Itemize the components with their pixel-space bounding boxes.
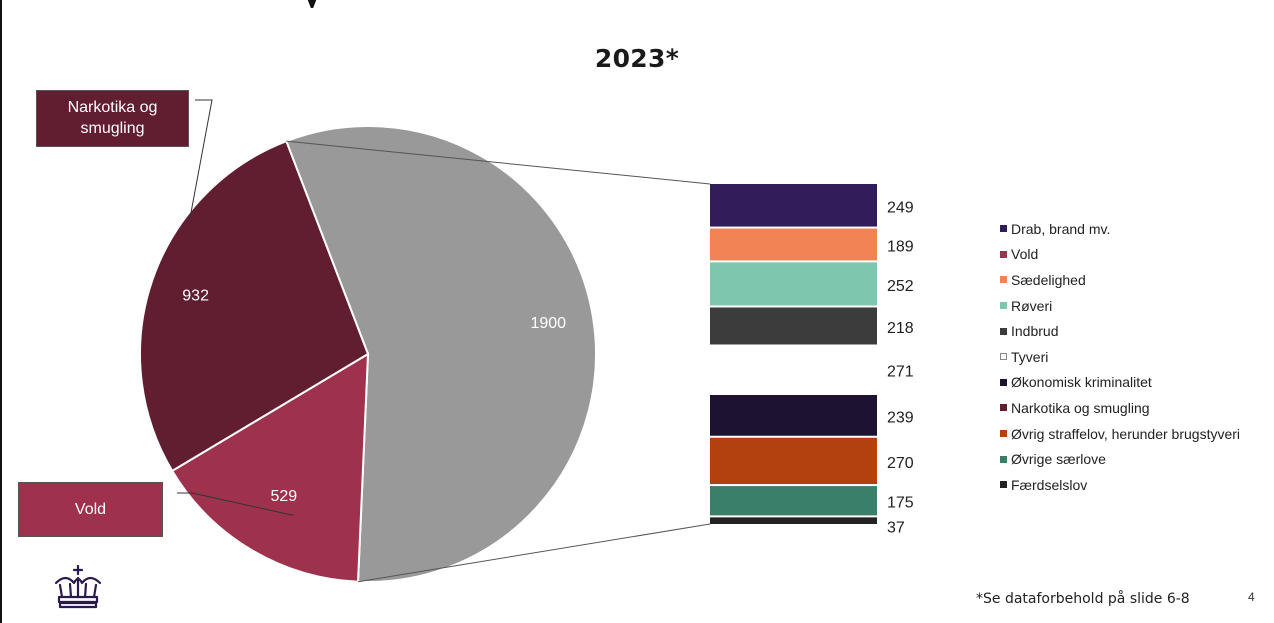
legend-label: Røveri [1011,297,1053,314]
legend-item: Økonomisk kriminalitet [1000,370,1240,396]
legend-swatch [1000,481,1007,489]
connector-line-bottom [357,523,711,583]
legend-item: Tyveri [1000,344,1240,370]
callout-narkotika: Narkotika og smugling [36,90,189,147]
legend-item: Narkotika og smugling [1000,395,1240,421]
legend-swatch [1000,378,1007,386]
legend-swatch [1000,353,1007,361]
legend-swatch [1000,276,1007,284]
pie-data-label-vold: 529 [270,488,297,505]
bar-data-label-saedelighed: 189 [887,238,914,255]
legend-item: Indbrud [1000,318,1240,344]
legend-item: Vold [1000,242,1240,268]
bar-segment-indbrud [710,307,877,345]
bar-segment-oevrig-straffelov-herunder-brugstyveri [710,437,877,485]
bar-data-label-roeveri: 252 [887,278,914,295]
leader-line-vold [177,492,294,516]
legend-label: Færdselslov [1011,476,1088,493]
slide-left-border [0,0,2,623]
crown-icon [54,565,102,609]
legend-label: Øvrig straffelov, herunder brugstyveri [1011,425,1241,442]
bar-data-label-oevrig-straffelov-herunder-brugstyveri: 270 [887,455,914,472]
legend-label: Tyveri [1011,348,1049,365]
callout-vold: Vold [18,482,163,537]
footnote: *Se dataforbehold på slide 6-8 [976,591,1190,607]
legend-item: Drab, brand mv. [1000,216,1240,242]
legend-label: Sædelighed [1011,271,1086,288]
bar-data-label-faerdselslov: 37 [887,520,905,537]
chart-title: 2023* [594,44,680,73]
legend-label: Drab, brand mv. [1011,220,1111,237]
connector-line-top [286,140,711,185]
legend-label: Øvrige særlove [1011,451,1106,468]
legend-swatch [1000,430,1007,438]
legend-swatch [1000,302,1007,310]
pie-slice-narkotika-og-smugling [139,139,370,473]
legend-swatch [1000,225,1007,233]
legend-swatch [1000,404,1007,412]
bar-data-label-oekonomisk-kriminalitet: 239 [887,409,914,426]
chart-legend: Drab, brand mv. Vold Sædelighed Røveri Indbr… [1000,216,1240,498]
bar-segment-tyveri [709,345,878,394]
legend-item: Øvrig straffelov, herunder brugstyveri [1000,421,1240,447]
pie-data-label-oevrig: 1900 [530,315,566,332]
legend-item: Røveri [1000,293,1240,319]
bar-segment-oekonomisk-kriminalitet [710,394,877,436]
legend-swatch [1000,327,1007,335]
bar-data-label-drab-brand-mv: 249 [887,199,914,216]
pie-data-label-narkotika-og-smugling: 932 [182,287,209,304]
bar-segment-faerdselslov [710,517,877,524]
bar-segment-oevrige-saerlove [710,486,877,516]
bar-segment-saedelighed [710,228,877,261]
bar-segment-drab-brand-mv [710,184,877,227]
page-number: 4 [1248,590,1255,604]
legend-label: Indbrud [1011,323,1059,340]
legend-swatch [1000,250,1007,258]
bar-data-label-indbrud: 218 [887,320,914,337]
legend-label: Narkotika og smugling [1011,399,1150,416]
legend-label: Vold [1011,246,1039,263]
cropped-heading-fragment [307,0,317,8]
bar-segment-roeveri [710,262,877,306]
pie-slice-vold [170,352,370,583]
leader-line-narkotika [189,99,213,220]
legend-item: Sædelighed [1000,267,1240,293]
legend-swatch [1000,455,1007,463]
bar-data-label-tyveri: 271 [887,364,914,381]
bar-data-label-oevrige-saerlove: 175 [887,495,914,512]
legend-item: Færdselslov [1000,472,1240,498]
legend-item: Øvrige særlove [1000,446,1240,472]
legend-label: Økonomisk kriminalitet [1011,374,1152,391]
